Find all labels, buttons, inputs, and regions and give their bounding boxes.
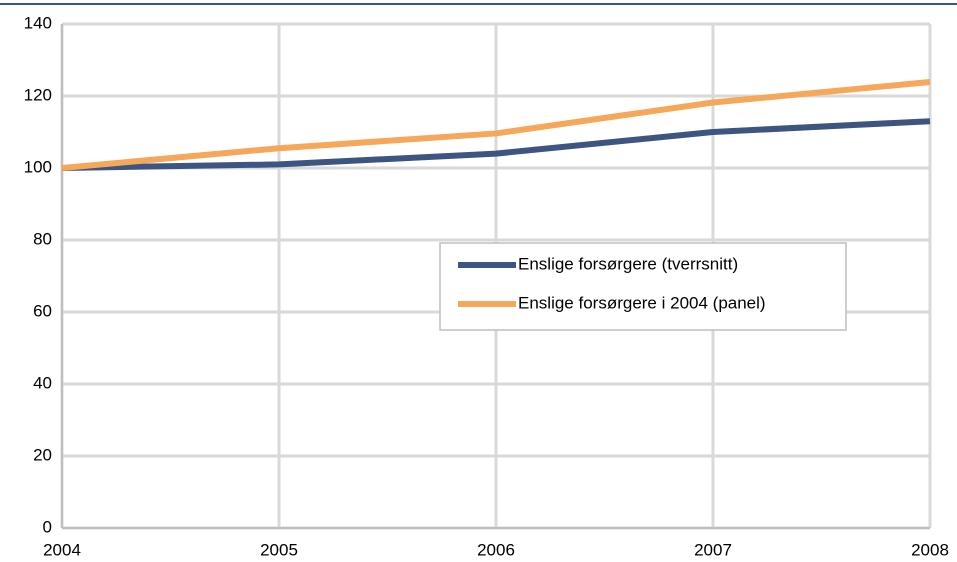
y-tick-label: 120: [24, 85, 52, 104]
x-tick-label: 2008: [911, 540, 949, 559]
y-tick-label: 60: [33, 301, 52, 320]
legend-label: Enslige forsørgere i 2004 (panel): [518, 293, 766, 312]
x-tick-label: 2004: [43, 540, 81, 559]
y-tick-label: 40: [33, 373, 52, 392]
legend-label: Enslige forsørgere (tverrsnitt): [518, 254, 738, 273]
series-line: [61, 78, 931, 171]
legend-box: [439, 242, 847, 331]
y-tick-label: 20: [33, 445, 52, 464]
x-tick-label: 2007: [694, 540, 732, 559]
series-line: [61, 118, 931, 171]
x-tick-label: 2005: [260, 540, 298, 559]
y-tick-label: 0: [43, 517, 52, 536]
y-tick-label: 100: [24, 157, 52, 176]
y-tick-label: 80: [33, 229, 52, 248]
y-tick-label: 140: [24, 13, 52, 32]
x-tick-label: 2006: [477, 540, 515, 559]
